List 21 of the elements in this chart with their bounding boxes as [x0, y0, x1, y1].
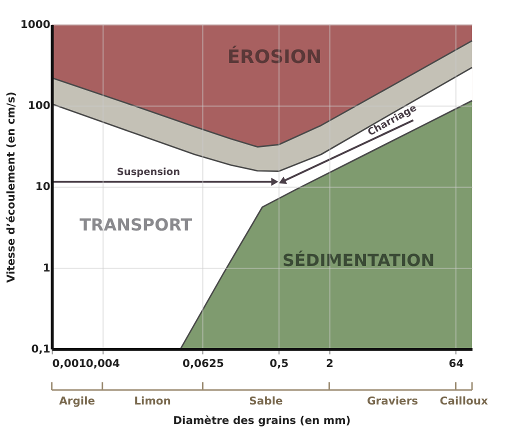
x-tick-label: 2	[326, 357, 334, 370]
text: Limon	[134, 394, 171, 408]
y-axis-title: Vitesse d’écoulement (en cm/s)	[4, 92, 18, 283]
x-tick-label: 0,5	[270, 357, 289, 370]
x-tick-label: 64	[448, 357, 464, 370]
x-axis-title: Diamètre des grains (en mm)	[173, 414, 351, 428]
x-tick-label: 0,0625	[182, 357, 224, 370]
text: Sable	[249, 394, 283, 408]
annotation: TRANSPORT	[80, 216, 193, 235]
text: Graviers	[366, 394, 418, 408]
text: Argile	[59, 394, 96, 408]
y-tick-label: 100	[28, 99, 50, 112]
y-tick-label: 1	[42, 261, 50, 274]
x-tick-label: 0,001	[52, 357, 86, 370]
annotation: Suspension	[116, 167, 180, 178]
text: Cailloux	[440, 394, 488, 408]
y-tick-label: 0,1	[31, 342, 50, 356]
y-tick-label: 1000	[20, 18, 50, 31]
y-tick-label: 10	[35, 180, 50, 194]
annotation: SÉDIMENTATION	[282, 250, 435, 270]
x-tick-label: 0,004	[86, 357, 120, 370]
